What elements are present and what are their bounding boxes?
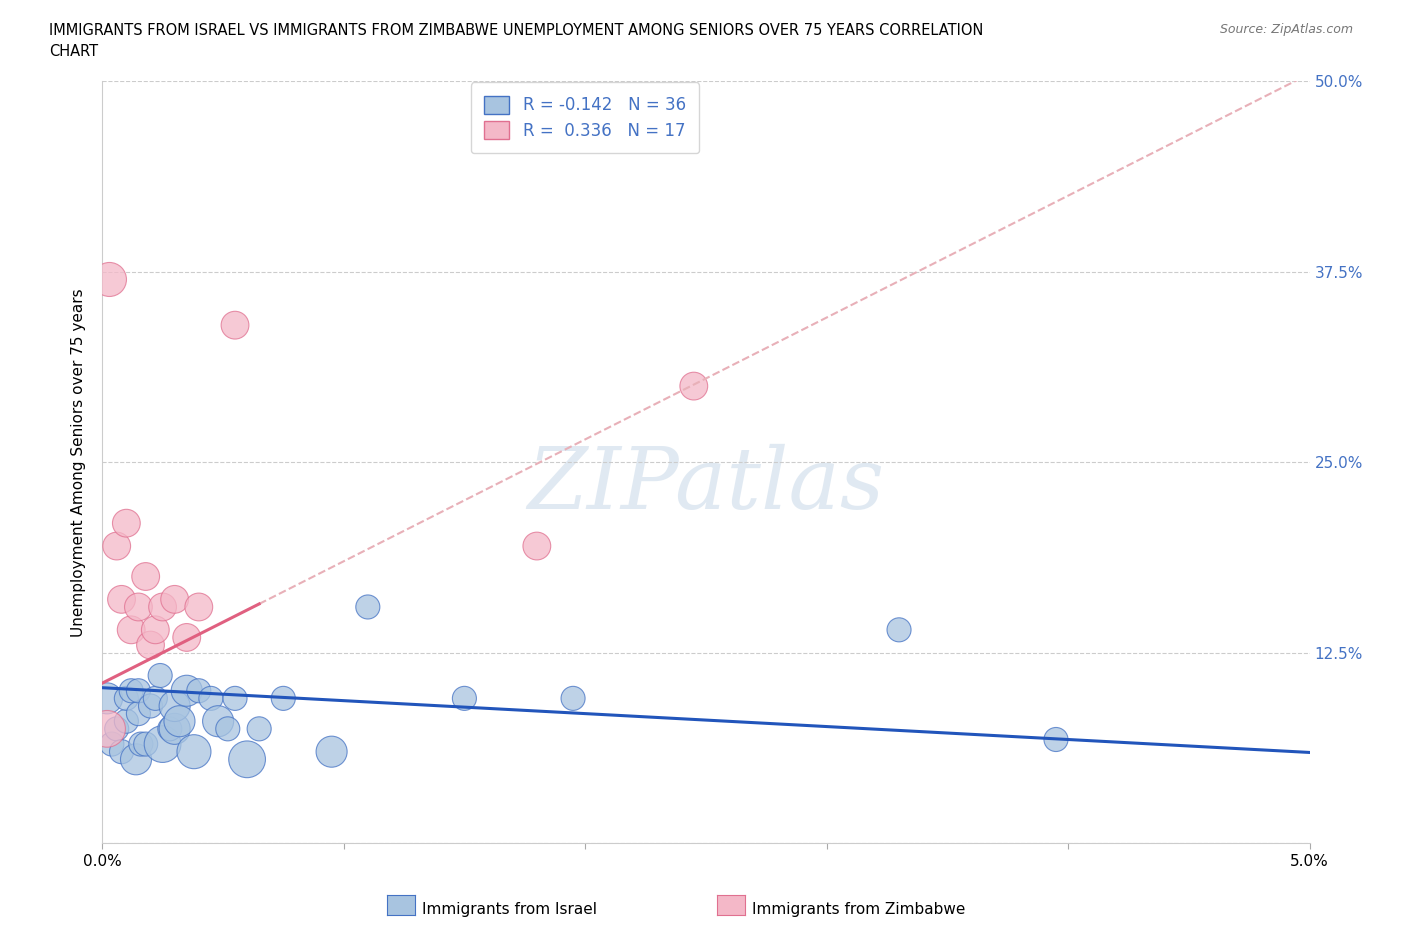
Point xyxy=(127,600,149,615)
Point xyxy=(453,691,475,706)
Point xyxy=(115,691,138,706)
Point xyxy=(357,600,380,615)
Point xyxy=(120,684,142,698)
Point xyxy=(321,744,343,759)
Point xyxy=(217,722,239,737)
Text: IMMIGRANTS FROM ISRAEL VS IMMIGRANTS FROM ZIMBABWE UNEMPLOYMENT AMONG SENIORS OV: IMMIGRANTS FROM ISRAEL VS IMMIGRANTS FRO… xyxy=(49,23,984,38)
Text: CHART: CHART xyxy=(49,44,98,59)
Point xyxy=(152,737,174,751)
Point xyxy=(139,698,162,713)
Point xyxy=(139,638,162,653)
Point xyxy=(163,722,186,737)
Point xyxy=(562,691,585,706)
Point xyxy=(98,272,121,287)
Point xyxy=(135,569,157,584)
Text: Source: ZipAtlas.com: Source: ZipAtlas.com xyxy=(1219,23,1353,36)
Point xyxy=(149,668,172,683)
Text: ZIPatlas: ZIPatlas xyxy=(527,444,884,526)
Point xyxy=(125,751,148,766)
Point xyxy=(682,379,704,393)
Point xyxy=(1045,732,1067,747)
Point xyxy=(183,744,205,759)
Point xyxy=(236,751,259,766)
Point xyxy=(224,318,246,333)
Point xyxy=(169,714,191,729)
Point xyxy=(96,722,118,737)
Point xyxy=(887,622,910,637)
Point xyxy=(152,600,174,615)
Point xyxy=(101,737,124,751)
Point xyxy=(187,600,209,615)
Legend: R = -0.142   N = 36, R =  0.336   N = 17: R = -0.142 N = 36, R = 0.336 N = 17 xyxy=(471,82,699,153)
Point xyxy=(120,622,142,637)
Point xyxy=(176,630,198,644)
Point xyxy=(96,691,118,706)
Point xyxy=(127,684,149,698)
Point xyxy=(163,591,186,606)
Point xyxy=(127,706,149,721)
Point xyxy=(143,622,166,637)
Point xyxy=(110,591,132,606)
Y-axis label: Unemployment Among Seniors over 75 years: Unemployment Among Seniors over 75 years xyxy=(72,288,86,636)
Point xyxy=(129,737,152,751)
Text: Immigrants from Israel: Immigrants from Israel xyxy=(422,902,596,917)
Point xyxy=(200,691,222,706)
Point xyxy=(143,691,166,706)
Point xyxy=(135,737,157,751)
Point xyxy=(105,538,128,553)
Point xyxy=(187,684,209,698)
Point xyxy=(247,722,270,737)
Point xyxy=(271,691,294,706)
Text: Immigrants from Zimbabwe: Immigrants from Zimbabwe xyxy=(752,902,966,917)
Point xyxy=(163,698,186,713)
Point xyxy=(224,691,246,706)
Point xyxy=(105,722,128,737)
Point xyxy=(207,714,229,729)
Point xyxy=(115,516,138,531)
Point xyxy=(159,722,181,737)
Point xyxy=(115,714,138,729)
Point xyxy=(526,538,548,553)
Point xyxy=(110,744,132,759)
Point xyxy=(176,684,198,698)
